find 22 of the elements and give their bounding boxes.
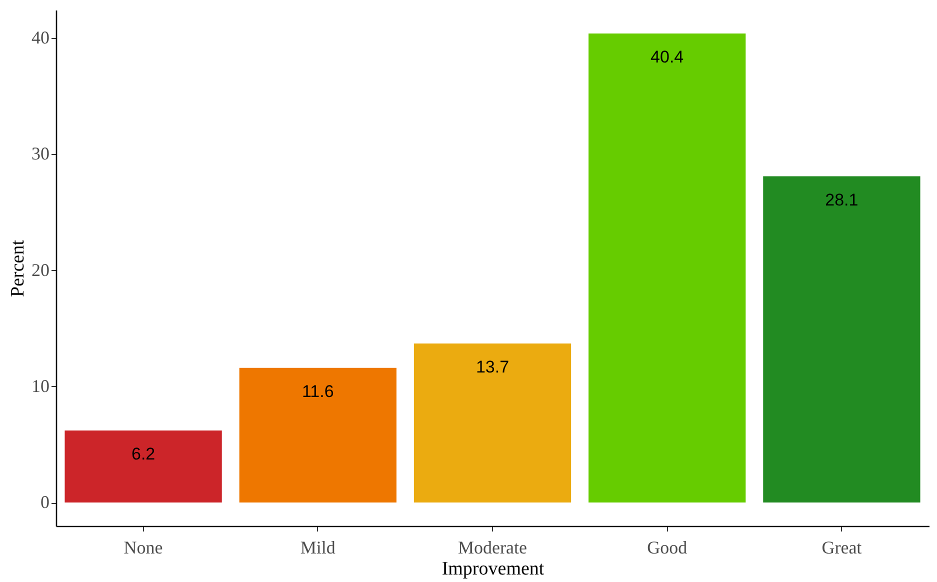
y-tick-label: 20: [32, 260, 50, 280]
y-tick-label: 40: [32, 28, 50, 48]
y-tick-label: 10: [32, 376, 50, 396]
data-label: 6.2: [131, 444, 156, 464]
bar: [588, 33, 746, 503]
y-axis-title: Percent: [8, 239, 28, 297]
data-label: 40.4: [650, 47, 684, 66]
x-tick-label: Moderate: [458, 538, 527, 558]
x-tick-label: Mild: [300, 538, 336, 558]
x-tick-label: Great: [822, 538, 862, 558]
y-tick-label: 0: [40, 492, 50, 512]
x-tick-label: Good: [647, 538, 688, 558]
bar: [763, 176, 920, 503]
y-tick-label: 30: [32, 144, 50, 164]
data-label: 11.6: [302, 382, 334, 401]
x-tick-label: None: [124, 538, 163, 558]
data-label: 13.7: [476, 357, 510, 376]
bar: [414, 343, 572, 503]
data-label: 28.1: [825, 190, 858, 210]
x-axis-title: Improvement: [442, 558, 545, 580]
bar: [64, 430, 222, 503]
bar: [239, 368, 396, 503]
